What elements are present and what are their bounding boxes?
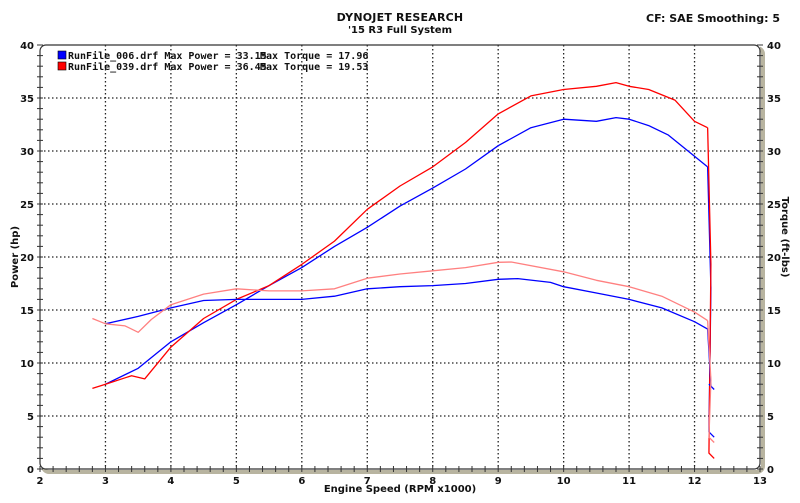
y-tick-label: 15 [20, 306, 34, 317]
data-curves [92, 81, 715, 459]
y-tick-label: 5 [27, 412, 34, 423]
legend-torque-label: Max Torque = 19.53 [260, 62, 368, 73]
y2-tick-label: 30 [767, 147, 781, 158]
y-tick-label: 30 [20, 147, 34, 158]
x-tick-label: 12 [688, 476, 702, 487]
tick-labels: 0 0 5 5 10 10 15 15 20 20 25 25 30 30 35 35 40 40 2 3 4 5 6 7 8 9… [20, 41, 781, 487]
chart-subtitle: '15 R3 Full System [347, 25, 453, 36]
y-tick-label: 35 [20, 94, 34, 105]
y-axis-title-torque: Torque (ft-lbs) [779, 197, 790, 278]
plot-frame-shadow [40, 45, 765, 474]
curve-1 [92, 81, 708, 390]
x-tick-label: 8 [429, 476, 436, 487]
curve-drop-3 [706, 320, 715, 443]
chart-title: DYNOJET RESEARCH [336, 11, 464, 24]
curve-3 [92, 261, 708, 333]
x-tick-label: 4 [167, 476, 174, 487]
legend-label: RunFile_006.drf Max Power = 33.15 [68, 50, 267, 62]
y-tick-label: 20 [20, 253, 34, 264]
y-tick-label: 0 [27, 465, 34, 476]
y2-tick-label: 40 [767, 41, 781, 52]
legend-label: RunFile_039.drf Max Power = 36.45 [68, 61, 267, 73]
x-tick-label: 3 [102, 476, 109, 487]
grid-lines [40, 45, 760, 469]
x-tick-label: 6 [298, 476, 305, 487]
x-tick-label: 7 [364, 476, 371, 487]
legend-swatch [57, 61, 67, 71]
x-tick-label: 2 [37, 476, 44, 487]
y-tick-label: 25 [20, 200, 34, 211]
x-tick-label: 11 [622, 476, 636, 487]
y2-tick-label: 15 [767, 306, 781, 317]
y2-tick-label: 20 [767, 253, 781, 264]
y2-tick-label: 25 [767, 200, 781, 211]
plot-frame [39, 44, 761, 470]
x-tick-label: 5 [233, 476, 240, 487]
x-tick-label: 13 [753, 476, 767, 487]
legend-swatch [57, 50, 67, 60]
y2-tick-label: 0 [767, 465, 774, 476]
x-tick-label: 9 [495, 476, 502, 487]
curve-2 [105, 277, 708, 330]
y-tick-label: 40 [20, 41, 34, 52]
x-axis-title: Engine Speed (RPM x1000) [324, 484, 476, 495]
y2-tick-label: 5 [767, 412, 774, 423]
y-tick-label: 10 [20, 359, 34, 370]
y2-tick-label: 10 [767, 359, 781, 370]
curve-0 [105, 116, 709, 385]
legend-torque-label: Max Torque = 17.96 [260, 51, 368, 62]
x-tick-label: 10 [557, 476, 571, 487]
y-axis-title-power: Power (hp) [10, 226, 21, 288]
correction-factor-label: CF: SAE Smoothing: 5 [646, 12, 780, 25]
y2-tick-label: 35 [767, 94, 781, 105]
